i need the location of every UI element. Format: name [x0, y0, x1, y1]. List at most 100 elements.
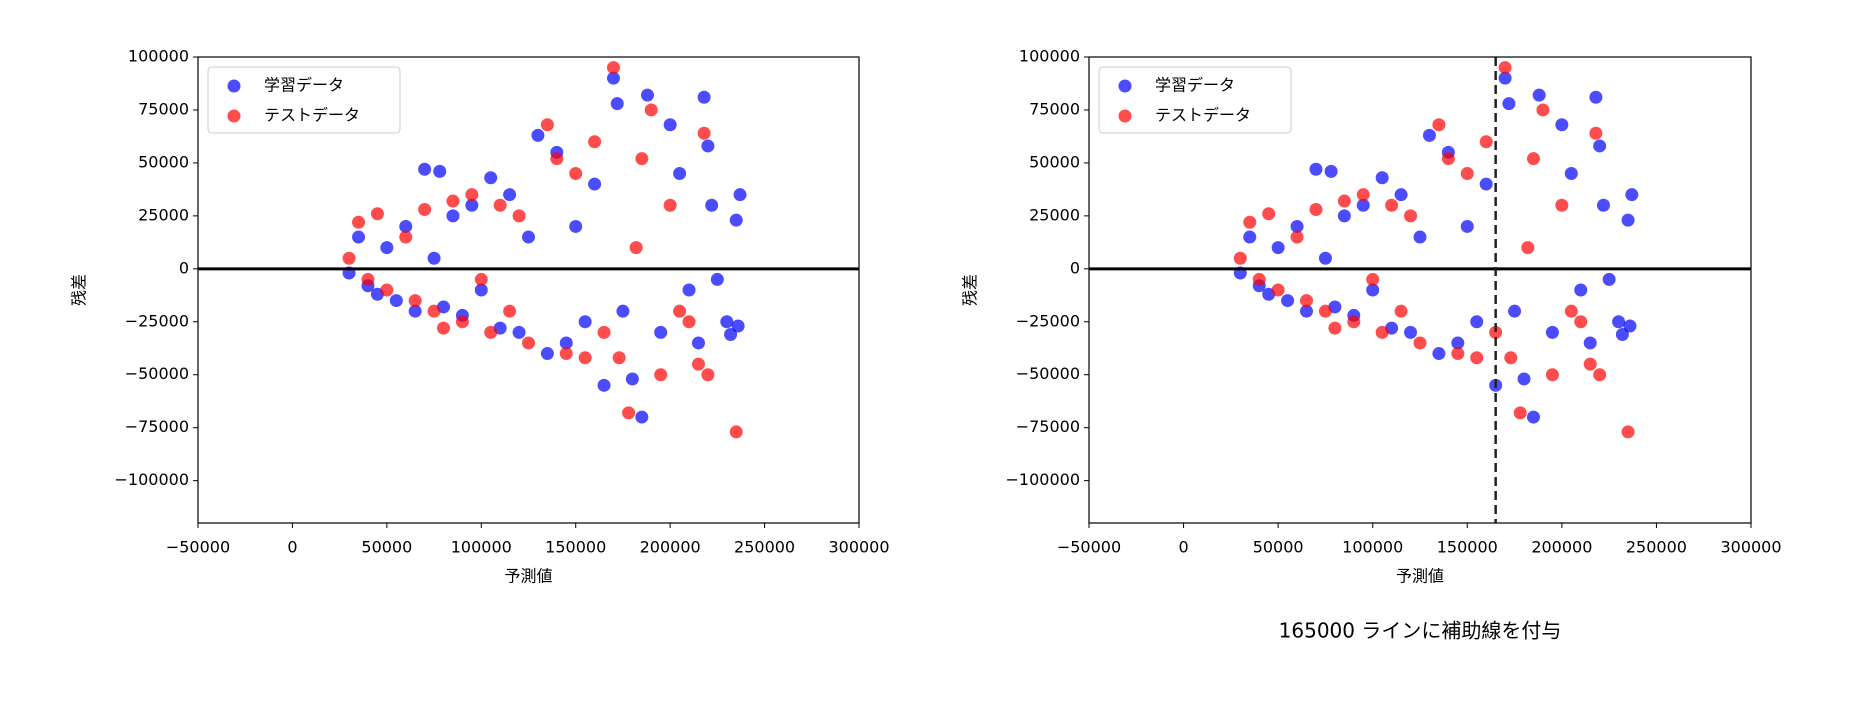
x-tick-label: 200000 [640, 538, 701, 557]
y-axis-label: 残差 [961, 274, 980, 306]
point [455, 315, 469, 329]
x-tick-label: 50000 [361, 538, 412, 557]
x-tick-label: 250000 [734, 538, 795, 557]
point [1337, 194, 1351, 208]
point [1625, 188, 1639, 202]
point [616, 304, 630, 318]
point [1324, 164, 1338, 178]
x-tick-label: 150000 [545, 538, 606, 557]
point [352, 215, 366, 229]
point [1290, 230, 1304, 244]
x-axis-label: 予測値 [1396, 567, 1444, 586]
point [1574, 283, 1588, 297]
point [361, 272, 375, 286]
point [682, 315, 696, 329]
point [729, 425, 743, 439]
legend-marker [227, 109, 241, 123]
point [1356, 188, 1370, 202]
point [1596, 198, 1610, 212]
point [663, 198, 677, 212]
point [612, 351, 626, 365]
point [1615, 327, 1629, 341]
x-tick-label: −50000 [166, 538, 230, 557]
x-tick-label: 50000 [1253, 538, 1304, 557]
point [1356, 198, 1370, 212]
y-tick-label: 50000 [138, 152, 189, 171]
point [1498, 61, 1512, 75]
point [1451, 347, 1465, 361]
point [1545, 368, 1559, 382]
point [474, 272, 488, 286]
point [1602, 272, 1616, 286]
point [588, 177, 602, 191]
point [1441, 152, 1455, 166]
axes-frame [197, 56, 860, 524]
point [446, 194, 460, 208]
point [512, 209, 526, 223]
point [1555, 198, 1569, 212]
point [1589, 126, 1603, 140]
point [370, 207, 384, 221]
point [380, 241, 394, 255]
point [1504, 351, 1518, 365]
point [1271, 241, 1285, 255]
point [540, 118, 554, 132]
point [437, 321, 451, 335]
point [1309, 203, 1323, 217]
point [1498, 71, 1512, 85]
x-tick-label: 300000 [1720, 538, 1781, 557]
legend-label: テストデータ [264, 106, 360, 125]
point [691, 357, 705, 371]
point [465, 188, 479, 202]
point [1583, 357, 1597, 371]
point [1375, 171, 1389, 185]
point [629, 241, 643, 255]
point [1502, 97, 1516, 111]
point [1300, 294, 1314, 308]
y-tick-label: 0 [1070, 258, 1080, 277]
point [1375, 325, 1389, 339]
point [1337, 209, 1351, 223]
chart: −50000 0 50000 100000 150000 200000 250000 3000… [70, 47, 890, 586]
y-tick-label: 50000 [1029, 152, 1080, 171]
point [1513, 406, 1527, 420]
y-tick-label: −25000 [125, 311, 189, 330]
x-tick-label: 0 [287, 538, 297, 557]
y-tick-label: 75000 [1029, 99, 1080, 118]
point [1589, 90, 1603, 104]
legend-label: 学習データ [264, 76, 344, 95]
x-tick-label: 100000 [1342, 538, 1403, 557]
point [1347, 315, 1361, 329]
legend-marker [1118, 79, 1132, 93]
point [597, 378, 611, 392]
point [691, 336, 705, 350]
point [1545, 325, 1559, 339]
point [522, 230, 535, 244]
point [484, 171, 498, 185]
point [654, 325, 668, 339]
point [427, 251, 441, 265]
point [1623, 319, 1637, 333]
y-tick-label: 25000 [1029, 205, 1080, 224]
y-tick-label: 100000 [1019, 47, 1080, 66]
point [559, 336, 573, 350]
point [733, 188, 747, 202]
point [1366, 283, 1380, 297]
point [550, 152, 564, 166]
point [724, 327, 738, 341]
point [1413, 230, 1427, 244]
y-tick-label: −75000 [1016, 417, 1080, 436]
point [1532, 88, 1546, 102]
point [705, 198, 719, 212]
point [673, 167, 687, 180]
point [1574, 315, 1588, 329]
point [474, 283, 488, 297]
point [446, 209, 460, 223]
point [1422, 128, 1436, 142]
point [1526, 152, 1540, 166]
x-tick-label: 100000 [451, 538, 512, 557]
point [399, 219, 413, 233]
legend-label: 学習データ [1155, 76, 1235, 95]
x-tick-label: −50000 [1057, 538, 1121, 557]
legend-marker [1118, 109, 1132, 123]
